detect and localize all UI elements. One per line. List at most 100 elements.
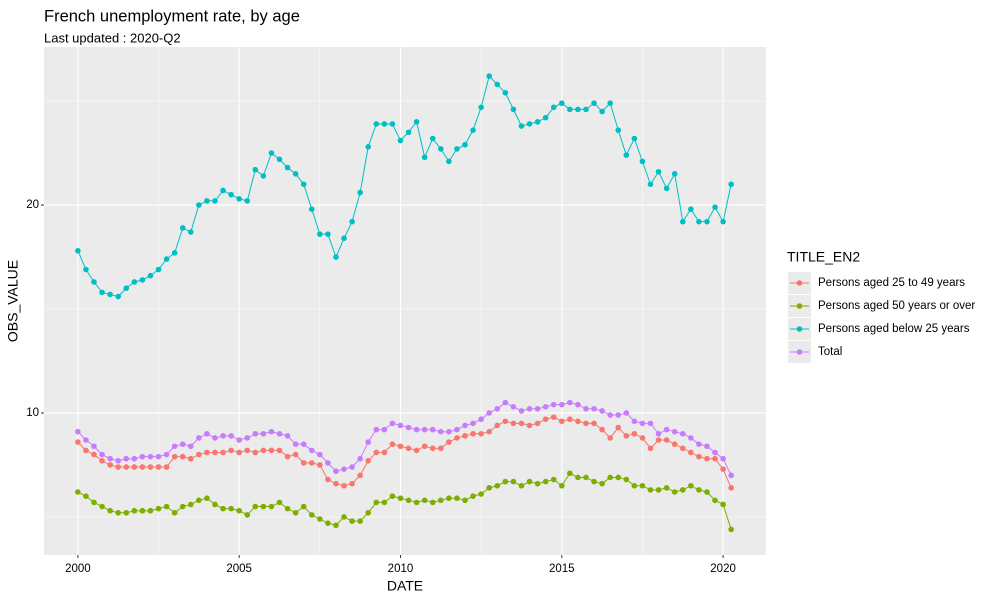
data-point <box>147 507 154 514</box>
x-tick-label: 2020 <box>710 563 736 575</box>
data-point <box>542 416 549 423</box>
data-point <box>187 501 194 508</box>
data-point <box>349 480 355 487</box>
data-point <box>454 435 460 441</box>
data-point <box>663 437 670 443</box>
data-point <box>462 422 468 429</box>
data-point <box>115 458 122 464</box>
data-point <box>615 474 622 481</box>
data-point <box>728 526 734 533</box>
data-point <box>502 399 509 406</box>
data-point <box>446 428 452 435</box>
data-point <box>502 478 509 485</box>
data-point <box>115 293 122 300</box>
data-point <box>534 480 541 487</box>
data-point <box>526 422 533 429</box>
data-point <box>333 522 339 529</box>
data-point <box>405 497 412 504</box>
data-point <box>591 478 597 485</box>
data-point <box>550 476 557 483</box>
data-point <box>341 514 347 520</box>
data-point <box>631 482 638 489</box>
data-point <box>429 445 436 452</box>
data-point <box>317 516 323 522</box>
data-point <box>663 185 670 192</box>
data-point <box>107 507 113 514</box>
data-point <box>615 412 622 418</box>
data-point <box>429 499 436 506</box>
legend-label: Persons aged 25 to 49 years <box>818 277 965 289</box>
data-point <box>196 202 202 208</box>
data-point <box>558 482 565 489</box>
data-point <box>179 225 186 231</box>
data-point <box>300 460 307 466</box>
data-point <box>204 198 210 204</box>
data-point <box>373 426 380 433</box>
data-point <box>478 104 484 111</box>
data-point <box>349 518 355 524</box>
data-point <box>284 453 291 460</box>
data-point <box>196 451 202 458</box>
data-point <box>75 247 81 254</box>
series-line <box>77 75 732 298</box>
y-tick-label: 20 <box>26 199 39 211</box>
data-point <box>107 462 113 468</box>
data-point <box>421 443 428 450</box>
data-point <box>647 420 654 427</box>
data-point <box>123 464 130 470</box>
data-point <box>99 451 105 458</box>
data-point <box>446 439 452 445</box>
data-point <box>325 476 331 483</box>
data-point <box>518 482 525 489</box>
data-point <box>655 437 662 443</box>
data-point <box>107 455 113 462</box>
data-point <box>631 135 638 142</box>
data-point <box>429 426 436 433</box>
data-point <box>204 495 210 502</box>
data-point <box>607 474 613 481</box>
data-point <box>187 455 194 462</box>
data-point <box>308 460 315 466</box>
data-point <box>155 266 162 273</box>
data-point <box>325 231 331 237</box>
data-point <box>155 453 162 460</box>
data-point <box>123 455 130 462</box>
data-point <box>292 509 299 516</box>
data-point <box>341 235 347 242</box>
data-point <box>671 428 678 435</box>
data-point <box>502 418 509 425</box>
data-point <box>252 503 259 510</box>
data-point <box>623 152 630 158</box>
x-tick-label: 2000 <box>65 563 91 575</box>
data-point <box>429 135 436 142</box>
data-point <box>228 505 234 512</box>
data-point <box>583 474 589 481</box>
data-point <box>599 408 605 414</box>
data-point <box>462 141 468 148</box>
data-point <box>446 495 452 502</box>
data-point <box>655 168 662 175</box>
data-point <box>333 480 339 487</box>
data-point <box>518 408 525 414</box>
data-point <box>567 416 573 423</box>
data-point <box>276 430 283 437</box>
y-axis-label: OBS_VALUE <box>5 260 21 342</box>
data-point <box>252 449 259 456</box>
data-point <box>325 460 331 466</box>
data-point <box>510 106 517 113</box>
data-point <box>558 418 565 425</box>
data-point <box>115 464 122 470</box>
data-point <box>696 218 702 225</box>
data-point <box>696 453 702 460</box>
data-point <box>276 447 283 454</box>
data-point <box>171 509 178 516</box>
data-point <box>438 146 444 152</box>
data-point <box>542 114 549 121</box>
data-point <box>155 505 162 512</box>
data-point <box>139 464 146 470</box>
data-point <box>131 507 138 514</box>
data-point <box>252 166 259 173</box>
data-point <box>558 100 565 106</box>
data-point <box>268 428 275 435</box>
data-point <box>260 447 267 454</box>
